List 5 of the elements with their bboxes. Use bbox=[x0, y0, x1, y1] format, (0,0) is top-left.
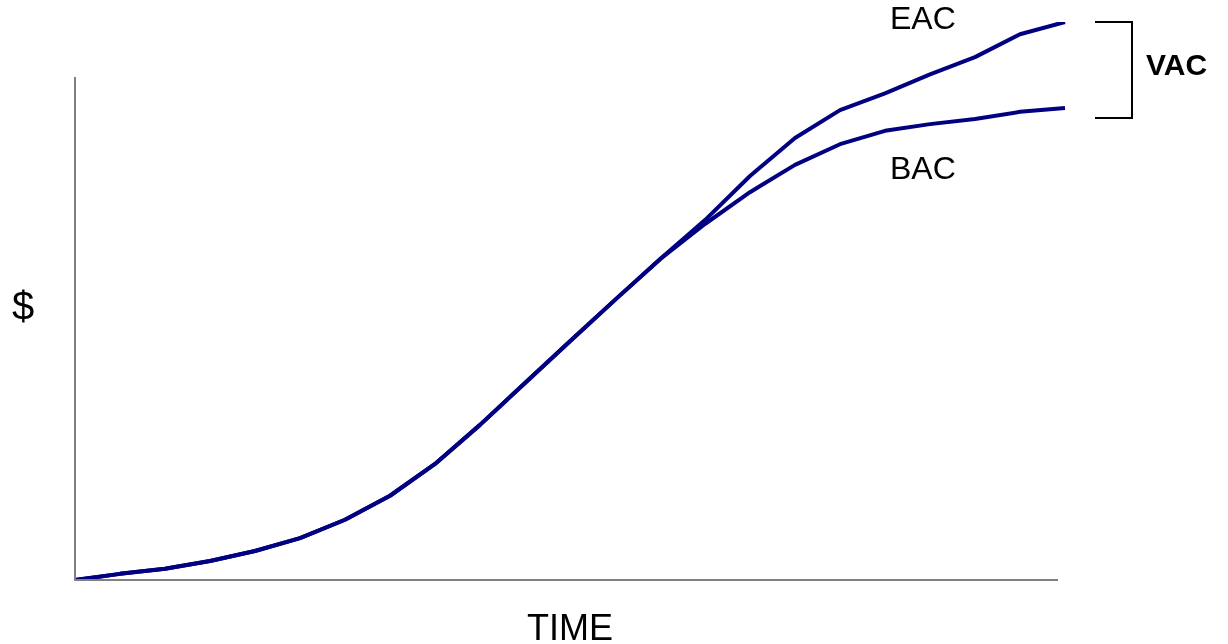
text: VAC bbox=[1146, 48, 1208, 82]
series-label: EAC bbox=[890, 0, 956, 37]
x-axis-title: TIME bbox=[527, 607, 613, 644]
y-axis-title: $ bbox=[12, 284, 35, 329]
series-label: BAC bbox=[890, 150, 956, 187]
